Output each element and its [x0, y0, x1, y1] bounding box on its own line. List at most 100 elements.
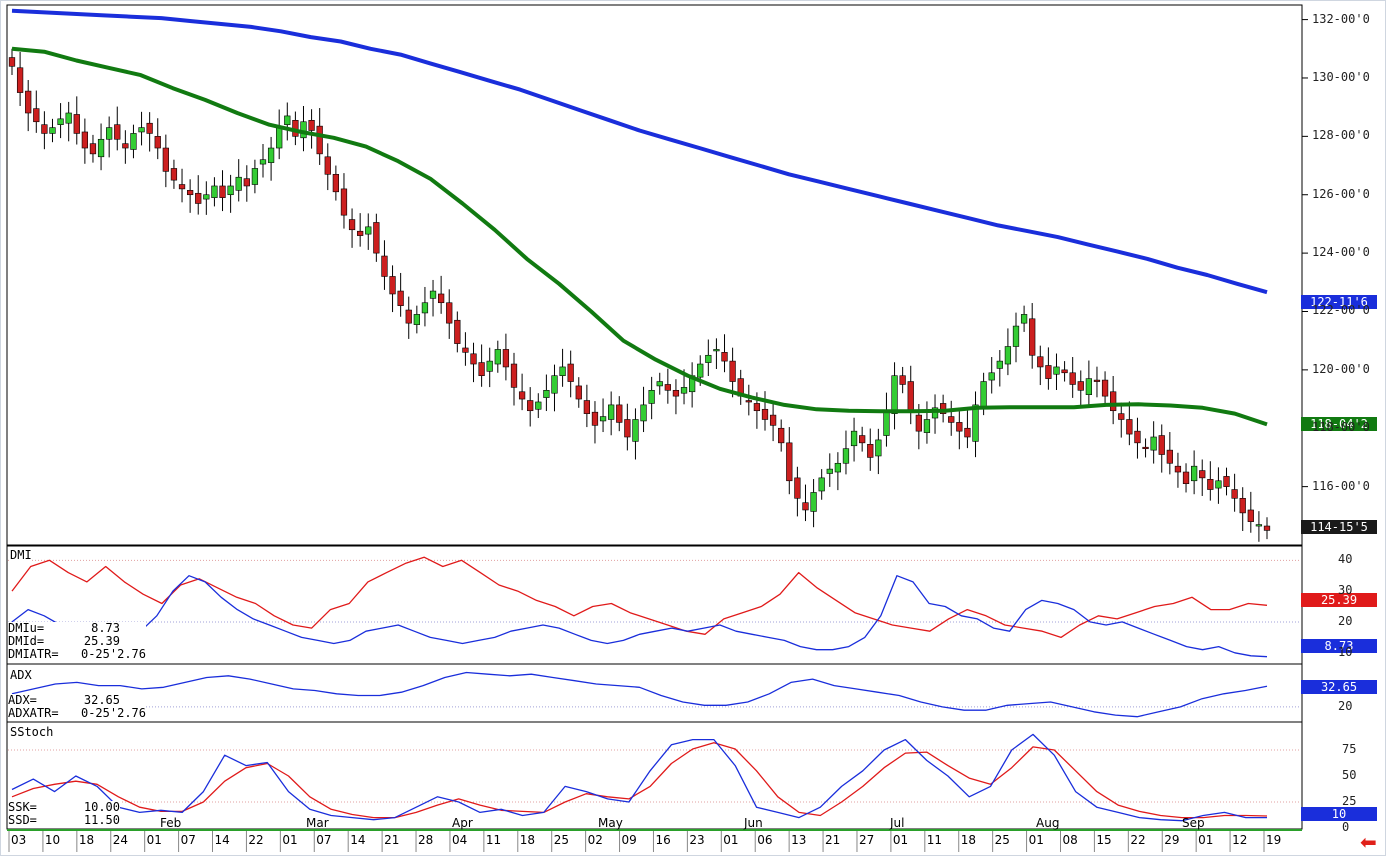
- x-axis-day-label: 11: [926, 833, 943, 847]
- candle: [348, 219, 356, 231]
- candle: [413, 314, 420, 325]
- candle: [583, 400, 591, 414]
- candle: [454, 319, 461, 344]
- candle: [1215, 480, 1222, 489]
- candle: [1126, 419, 1133, 435]
- candle: [794, 477, 801, 499]
- dmi-readout-label: DMId=: [8, 634, 45, 648]
- sstoch-readout-value: 10.00: [83, 800, 120, 814]
- candle: [8, 57, 16, 67]
- candle: [227, 185, 234, 196]
- candle: [729, 360, 736, 382]
- dmi-minus-tag: 25.39: [1301, 593, 1377, 607]
- x-axis-day-label: 21: [384, 833, 400, 847]
- scroll-back-arrow-icon[interactable]: ⬅: [1360, 830, 1377, 854]
- candle: [518, 391, 526, 400]
- sstoch-tick-label: 0: [1342, 820, 1350, 834]
- price-tick-label: 128-00'0: [1312, 128, 1370, 143]
- adx-readout-label: ADX=: [8, 693, 37, 707]
- candle: [567, 363, 574, 382]
- ma-long-line: [11, 8, 1268, 295]
- dmi-tick-label: 20: [1338, 613, 1353, 628]
- candle: [810, 492, 817, 512]
- candle: [632, 419, 639, 442]
- candle: [1134, 430, 1141, 444]
- candle: [859, 435, 866, 444]
- candle: [964, 427, 971, 438]
- price-tick-label: 130-00'0: [1312, 69, 1370, 84]
- x-axis-day-label: 24: [112, 833, 129, 847]
- candle: [365, 226, 372, 235]
- candle: [1150, 436, 1157, 451]
- candle: [923, 419, 931, 433]
- candle: [1174, 465, 1182, 473]
- sstoch-k-line: [11, 733, 1267, 822]
- x-axis-day-label: 14: [350, 833, 366, 847]
- candle: [211, 185, 218, 198]
- candle: [1118, 413, 1125, 420]
- candle: [672, 389, 680, 397]
- candle: [891, 375, 898, 414]
- x-axis-day-label: 01: [146, 833, 162, 847]
- adx-readout-value: 0-25'2.76: [80, 706, 146, 720]
- candle: [713, 349, 720, 352]
- candle: [648, 389, 655, 404]
- dmi-tick-label: 40: [1338, 552, 1353, 567]
- candle: [1231, 489, 1238, 499]
- candle: [170, 168, 178, 181]
- x-axis-day-label: 18: [960, 833, 976, 847]
- candle: [834, 462, 842, 473]
- candle: [470, 353, 477, 365]
- candle: [1093, 379, 1101, 382]
- dmi-minus-line: [11, 556, 1268, 639]
- price-tick-label: 126-00'0: [1312, 186, 1370, 201]
- candle: [640, 404, 647, 422]
- candle: [1190, 465, 1198, 482]
- x-axis-day-label: 29: [1164, 833, 1180, 847]
- candle: [1239, 497, 1246, 514]
- x-axis-day-label: 02: [587, 833, 603, 847]
- x-axis-day-label: 11: [485, 833, 502, 847]
- x-axis-day-label: 21: [825, 833, 841, 847]
- sstoch-panel-title: SStoch: [10, 725, 54, 739]
- candle: [494, 349, 501, 365]
- x-axis-month-label: Feb: [160, 816, 182, 830]
- x-axis-day-label: 07: [316, 833, 332, 847]
- candle: [16, 67, 24, 93]
- candle: [1255, 524, 1263, 527]
- x-axis-day-label: 18: [519, 833, 536, 847]
- x-axis-day-label: 04: [451, 833, 468, 847]
- x-axis-day-label: 01: [723, 833, 739, 847]
- candle: [1045, 365, 1052, 379]
- adx-readout-value: 32.65: [83, 693, 120, 707]
- adx-tick-label: 20: [1338, 698, 1353, 713]
- candle: [122, 143, 129, 149]
- adx-readout-label: ADXATR=: [8, 706, 59, 720]
- x-axis-day-label: 22: [1130, 833, 1146, 847]
- candle: [883, 410, 890, 436]
- candle: [1085, 378, 1093, 395]
- candle: [486, 360, 493, 372]
- candle: [818, 477, 825, 492]
- candle: [599, 416, 607, 422]
- candle: [106, 127, 113, 140]
- candle: [535, 401, 542, 410]
- x-axis-day-label: 15: [1096, 833, 1112, 847]
- x-axis-day-label: 08: [1062, 833, 1078, 847]
- x-axis-day-label: 19: [1266, 833, 1282, 847]
- candle: [429, 290, 437, 299]
- candle: [316, 125, 323, 155]
- dmi-readout-label: DMIATR=: [8, 647, 59, 661]
- sstoch-tick-label: 25: [1342, 794, 1357, 808]
- price-tick-label: 124-00'0: [1312, 245, 1370, 260]
- candle: [907, 381, 914, 412]
- x-axis-day-label: 14: [214, 833, 230, 847]
- x-axis-day-label: 07: [180, 833, 196, 847]
- candle: [826, 468, 833, 474]
- candle: [340, 188, 348, 216]
- candle: [778, 427, 785, 444]
- candle: [680, 387, 688, 394]
- dmi-readout-value: 0-25'2.76: [80, 647, 146, 661]
- sstoch-d-line: [11, 742, 1268, 819]
